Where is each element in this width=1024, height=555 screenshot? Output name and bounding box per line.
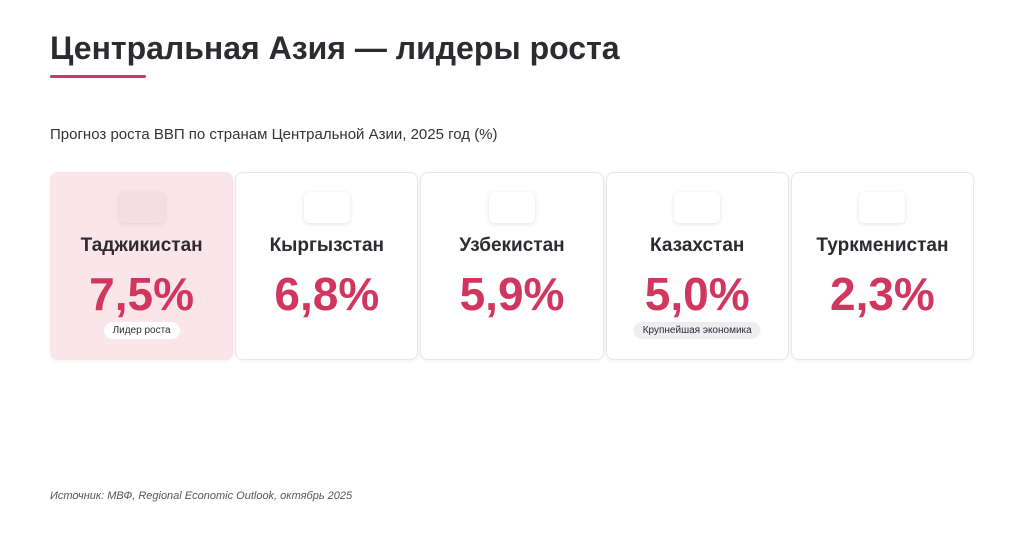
flag-placeholder-icon xyxy=(303,192,350,223)
country-name: Туркменистан xyxy=(816,235,949,256)
gdp-growth-value: 6,8% xyxy=(274,268,380,320)
flag-placeholder-icon xyxy=(118,192,165,223)
country-name: Таджикистан xyxy=(80,235,203,256)
gdp-growth-value: 7,5% xyxy=(89,268,195,320)
country-card-turkmenistan: Туркменистан 2,3% xyxy=(790,172,975,360)
country-name: Узбекистан xyxy=(459,235,565,256)
country-card-kazakhstan: Казахстан 5,0% Крупнейшая экономика xyxy=(605,172,789,360)
country-name: Кыргызстан xyxy=(269,235,385,256)
title-underline xyxy=(50,75,146,78)
flag-placeholder-icon xyxy=(489,192,535,223)
country-cards: Таджикистан 7,5% Лидер роста Кыргызстан … xyxy=(50,172,975,360)
flag-placeholder-icon xyxy=(674,192,721,223)
page-title: Центральная Азия — лидеры роста xyxy=(50,30,620,66)
gdp-growth-value: 5,0% xyxy=(644,268,750,320)
gdp-growth-value: 5,9% xyxy=(459,268,565,320)
country-card-tajikistan: Таджикистан 7,5% Лидер роста xyxy=(50,172,234,360)
country-card-uzbekistan: Узбекистан 5,9% xyxy=(420,172,604,360)
flag-placeholder-icon xyxy=(859,192,906,223)
page-subtitle: Прогноз роста ВВП по странам Центральной… xyxy=(50,126,498,143)
gdp-growth-value: 2,3% xyxy=(829,268,935,320)
status-badge: Крупнейшая экономика xyxy=(633,322,761,339)
country-card-kyrgyzstan: Кыргызстан 6,8% xyxy=(235,172,419,360)
source-note: Источник: МВФ, Regional Economic Outlook… xyxy=(50,490,353,502)
country-name: Казахстан xyxy=(650,235,745,256)
status-badge: Лидер роста xyxy=(103,322,180,339)
